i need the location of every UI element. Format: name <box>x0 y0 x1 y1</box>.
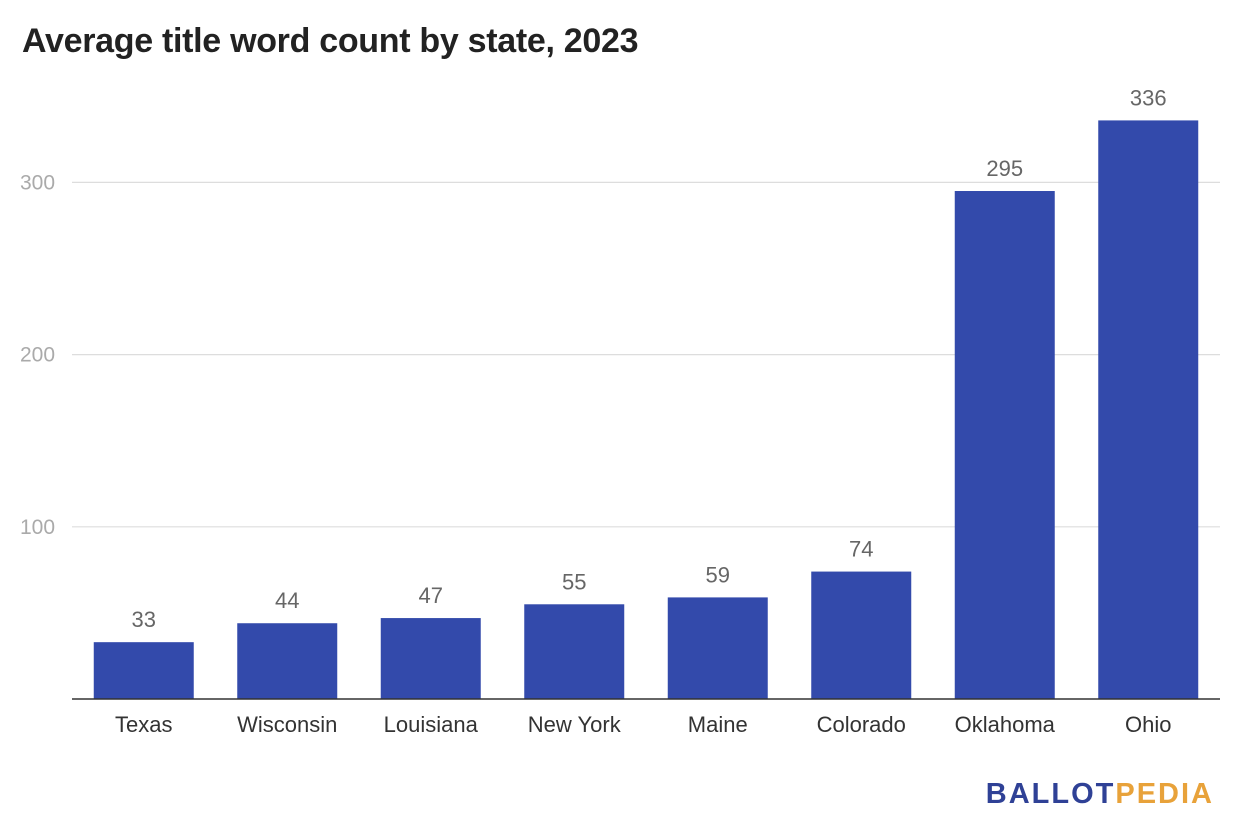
bar-maine <box>667 597 768 699</box>
data-label: 295 <box>986 156 1023 181</box>
bar-wisconsin <box>237 623 338 699</box>
y-tick-label: 300 <box>20 171 55 194</box>
bar-colorado <box>811 571 912 699</box>
logo-part-ballot: BALLOT <box>985 778 1116 810</box>
data-label: 47 <box>419 583 443 608</box>
data-label: 55 <box>562 569 586 594</box>
x-tick-label: Colorado <box>817 712 906 737</box>
data-labels: 33 44 47 55 59 74 295 336 <box>132 85 1167 632</box>
x-axis-tick-labels: Texas Wisconsin Louisiana New York Maine Colo… <box>115 712 1171 737</box>
x-tick-label: New York <box>528 712 622 737</box>
x-tick-label: Ohio <box>1125 712 1171 737</box>
bar-texas <box>93 642 194 699</box>
logo-part-pedia: PEDIA <box>1115 778 1214 810</box>
x-tick-label: Texas <box>115 712 172 737</box>
bar-new-york <box>524 604 625 699</box>
data-label: 336 <box>1130 85 1167 110</box>
x-tick-label: Wisconsin <box>237 712 337 737</box>
ballotpedia-logo[interactable]: BALLOTPEDIA <box>986 778 1214 811</box>
y-axis-tick-labels: 100 200 300 <box>20 171 55 538</box>
bars <box>93 120 1199 699</box>
y-tick-label: 200 <box>20 344 55 367</box>
x-tick-label: Oklahoma <box>955 712 1056 737</box>
data-label: 74 <box>849 537 873 562</box>
y-tick-label: 100 <box>20 516 55 539</box>
bar-louisiana <box>380 618 481 699</box>
bar-ohio <box>1098 120 1199 699</box>
data-label: 33 <box>132 607 156 632</box>
data-label: 44 <box>275 588 299 613</box>
chart-title: Average title word count by state, 2023 <box>22 22 639 60</box>
bar-oklahoma <box>954 191 1055 699</box>
data-label: 59 <box>706 562 730 587</box>
x-tick-label: Louisiana <box>384 712 479 737</box>
x-tick-label: Maine <box>688 712 748 737</box>
